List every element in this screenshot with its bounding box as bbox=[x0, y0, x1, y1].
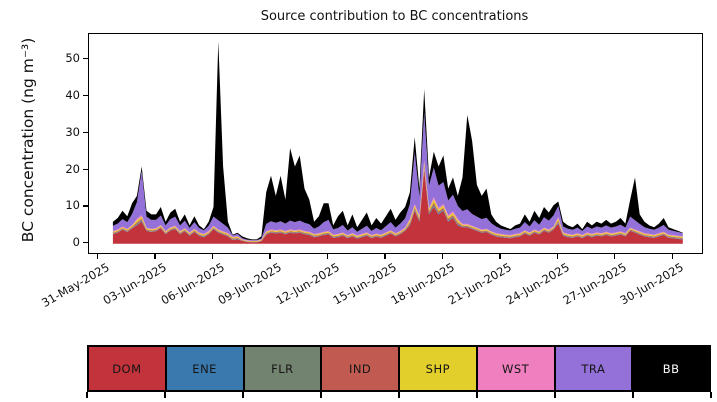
legend-axis-tick bbox=[86, 392, 88, 398]
x-axis-tick-label: 09-Jun-2025 bbox=[215, 260, 284, 308]
y-axis-tick bbox=[83, 58, 88, 60]
legend-axis-tick bbox=[476, 392, 478, 398]
y-axis-tick bbox=[83, 94, 88, 97]
x-axis-tick bbox=[384, 253, 386, 259]
legend-axis-tick bbox=[710, 392, 712, 398]
y-axis-tick-label: 50 bbox=[65, 51, 80, 66]
y-axis-tick bbox=[83, 131, 88, 134]
legend-axis-tick bbox=[242, 392, 244, 398]
x-axis-tick-label: 27-Jun-2025 bbox=[560, 260, 629, 308]
x-axis-tick bbox=[96, 253, 99, 259]
legend-item-wst: WST bbox=[475, 345, 556, 392]
x-axis-tick-label: 30-Jun-2025 bbox=[617, 260, 687, 308]
legend-axis-tick bbox=[398, 392, 400, 398]
x-axis-tick bbox=[556, 253, 559, 259]
x-axis-tick-label: 15-Jun-2025 bbox=[330, 260, 399, 308]
chart-title: Source contribution to BC concentrations bbox=[260, 9, 529, 24]
area-series-dom bbox=[112, 170, 683, 244]
x-axis-tick-label: 03-Jun-2025 bbox=[100, 260, 170, 308]
legend-item-ene: ENE bbox=[164, 345, 245, 392]
legend-axis-tick bbox=[632, 392, 634, 398]
legend-item-flr: FLR bbox=[242, 345, 323, 392]
y-axis-tick bbox=[83, 242, 88, 244]
legend-axis-tick bbox=[554, 392, 556, 398]
legend-item-bb: BB bbox=[631, 345, 711, 392]
legend-item-tra: TRA bbox=[553, 345, 634, 392]
y-axis-tick bbox=[83, 205, 88, 207]
area-series-shp bbox=[112, 162, 683, 242]
y-axis-tick-label: 0 bbox=[72, 235, 80, 250]
area-series-wst bbox=[112, 160, 683, 241]
x-axis-tick-label: 06-Jun-2025 bbox=[158, 260, 227, 308]
y-axis-tick-label: 30 bbox=[65, 124, 80, 139]
legend-axis-tick bbox=[164, 392, 166, 398]
legend: DOM ENE FLR IND SHP WST TRA BB bbox=[87, 345, 711, 392]
y-axis-tick bbox=[83, 168, 88, 170]
area-series-tra bbox=[112, 112, 683, 241]
x-axis-tick bbox=[441, 253, 444, 259]
plot-area bbox=[88, 33, 703, 254]
x-axis-tick-label: 12-Jun-2025 bbox=[273, 260, 342, 308]
legend-item-shp: SHP bbox=[398, 345, 478, 392]
y-axis-tick-label: 40 bbox=[65, 88, 80, 103]
x-axis-tick bbox=[614, 253, 616, 259]
legend-item-dom: DOM bbox=[87, 345, 167, 392]
legend-item-ind: IND bbox=[320, 345, 400, 392]
x-axis-tick-label: 21-Jun-2025 bbox=[445, 260, 514, 308]
x-axis-tick-label: 31-May-2025 bbox=[38, 260, 112, 311]
stacked-area-chart bbox=[112, 41, 683, 244]
x-axis-tick bbox=[499, 253, 501, 259]
x-axis-tick-label: 18-Jun-2025 bbox=[388, 260, 457, 308]
x-axis-tick bbox=[326, 253, 329, 259]
area-series-bb bbox=[112, 41, 683, 241]
x-axis-tick-label: 24-Jun-2025 bbox=[503, 260, 572, 308]
x-axis-tick bbox=[671, 253, 673, 259]
x-axis-tick bbox=[269, 253, 271, 259]
x-axis-tick bbox=[211, 253, 214, 259]
y-axis-tick-label: 10 bbox=[65, 198, 80, 213]
x-axis-tick bbox=[154, 253, 156, 259]
legend-axis-tick bbox=[320, 392, 322, 398]
y-axis-tick-label: 20 bbox=[65, 161, 80, 176]
y-axis-label: BC concentration (ng m⁻³) bbox=[19, 37, 37, 243]
